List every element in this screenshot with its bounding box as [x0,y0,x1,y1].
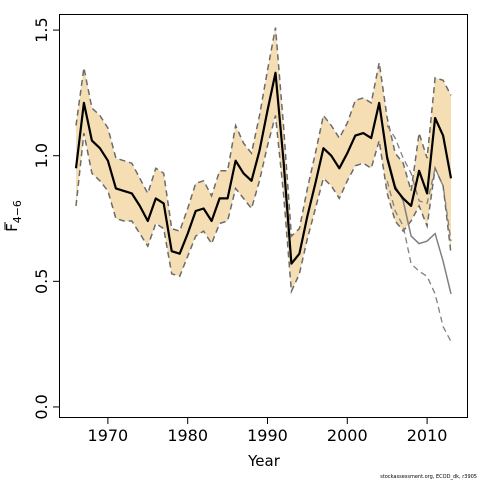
x-axis: 1970 1980 1990 2000 2010 [88,417,448,445]
x-tick-label: 2010 [407,426,448,445]
lower-bound-line [75,115,452,295]
y-tick-label: 0.0 [32,394,51,419]
y-tick-label: 0.5 [32,269,51,294]
retro-upper-line [386,125,452,242]
x-tick-label: 2000 [327,426,368,445]
x-axis-title: Year [247,452,281,470]
credit-text: stockassessment.org, ECOD_dk, r3905 [380,474,477,480]
x-tick-label: 1980 [167,426,208,445]
plot-area [74,27,453,342]
y-axis-title-subscript: 4−6 [11,200,24,223]
x-tick-label: 1970 [88,426,129,445]
y-axis-title: F4−6 [3,200,24,232]
y-tick-label: 1.0 [32,143,51,168]
y-axis-title-main: F [3,223,21,232]
y-axis: 0.0 0.5 1.0 1.5 [32,17,60,420]
svg-text:F4−6: F4−6 [3,200,24,232]
estimate-line [74,71,453,265]
confidence-band [76,27,451,292]
y-tick-label: 1.5 [32,17,51,42]
x-tick-label: 1990 [247,426,288,445]
